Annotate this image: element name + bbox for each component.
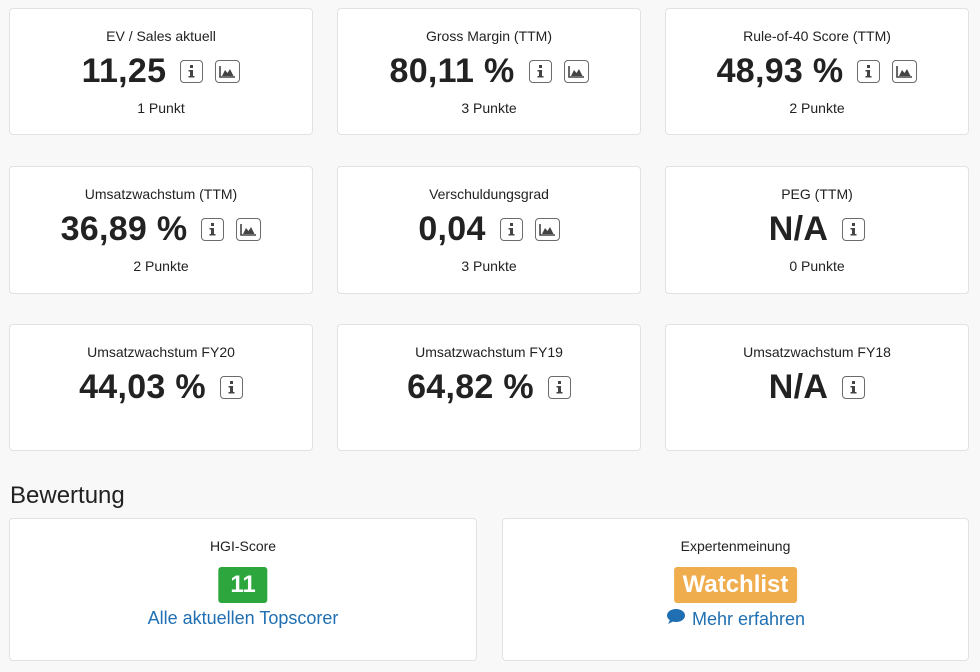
section-title: Bewertung	[10, 482, 125, 509]
expertenmeinung-title: Expertenmeinung	[680, 538, 791, 554]
info-icon[interactable]	[857, 59, 881, 83]
hgi-score-card: HGI-Score 11 Alle aktuellen Topscorer	[9, 518, 477, 661]
info-icon[interactable]	[528, 59, 552, 83]
expertenmeinung-card: Expertenmeinung Watchlist Mehr erfahren	[502, 518, 969, 661]
metric-title: Gross Margin (TTM)	[426, 28, 552, 44]
metric-value: N/A	[768, 209, 829, 248]
metric-points: 1 Punkt	[137, 100, 185, 116]
metric-title: PEG (TTM)	[781, 186, 853, 202]
metric-card-gross-margin: Gross Margin (TTM) 80,11 % 3 Punkte	[337, 8, 641, 135]
metric-card-peg: PEG (TTM) N/A 0 Punkte	[665, 166, 969, 294]
metric-value: 48,93 %	[716, 51, 844, 90]
metric-card-rule-of-40: Rule-of-40 Score (TTM) 48,93 % 2 Punkte	[665, 8, 969, 135]
metric-value: 64,82 %	[407, 367, 534, 406]
info-icon[interactable]	[180, 59, 204, 83]
metric-title: Umsatzwachstum FY18	[743, 344, 891, 360]
mehr-erfahren-link[interactable]: Mehr erfahren	[503, 608, 968, 630]
metric-card-umsatzwachstum-ttm: Umsatzwachstum (TTM) 36,89 % 2 Punkte	[9, 166, 313, 294]
info-icon[interactable]	[219, 375, 243, 399]
metric-points: 2 Punkte	[789, 100, 845, 116]
metric-value: 80,11 %	[389, 51, 515, 90]
metric-title: Rule-of-40 Score (TTM)	[743, 28, 891, 44]
area-chart-icon[interactable]	[215, 59, 241, 83]
area-chart-icon[interactable]	[534, 217, 560, 241]
metric-title: Verschuldungsgrad	[429, 186, 549, 202]
metric-value: N/A	[768, 367, 829, 406]
metric-title: Umsatzwachstum FY20	[87, 344, 235, 360]
mehr-erfahren-label[interactable]: Mehr erfahren	[691, 608, 806, 629]
area-chart-icon[interactable]	[892, 59, 918, 83]
metric-value: 11,25	[81, 51, 167, 90]
metric-value: 44,03 %	[79, 367, 206, 406]
info-icon[interactable]	[499, 217, 523, 241]
area-chart-icon[interactable]	[236, 217, 262, 241]
metric-title: Umsatzwachstum (TTM)	[84, 186, 238, 202]
metric-value: 0,04	[418, 209, 486, 248]
metric-title: Umsatzwachstum FY19	[415, 344, 563, 360]
metric-points: 3 Punkte	[461, 100, 517, 116]
metric-points: 2 Punkte	[133, 258, 189, 274]
metric-card-umsatzwachstum-fy18: Umsatzwachstum FY18 N/A	[665, 324, 969, 451]
info-icon[interactable]	[201, 217, 225, 241]
info-icon[interactable]	[842, 375, 866, 399]
metric-card-ev-sales: EV / Sales aktuell 11,25 1 Punkt	[9, 8, 313, 135]
metric-points: 3 Punkte	[461, 258, 517, 274]
hgi-score-badge: 11	[218, 567, 268, 603]
metric-title: EV / Sales aktuell	[106, 28, 216, 44]
area-chart-icon[interactable]	[563, 59, 589, 83]
metric-card-verschuldungsgrad: Verschuldungsgrad 0,04 3 Punkte	[337, 166, 641, 294]
metric-value: 36,89 %	[60, 209, 188, 248]
metric-card-umsatzwachstum-fy20: Umsatzwachstum FY20 44,03 %	[9, 324, 313, 451]
info-icon[interactable]	[842, 217, 866, 241]
topscorer-link[interactable]: Alle aktuellen Topscorer	[10, 608, 476, 629]
watchlist-badge: Watchlist	[673, 567, 798, 603]
metric-card-umsatzwachstum-fy19: Umsatzwachstum FY19 64,82 %	[337, 324, 641, 451]
hgi-score-title: HGI-Score	[209, 538, 277, 554]
topscorer-link-label[interactable]: Alle aktuellen Topscorer	[147, 608, 339, 628]
info-icon[interactable]	[547, 375, 571, 399]
metric-points: 0 Punkte	[789, 258, 845, 274]
speech-bubble-icon	[666, 608, 686, 630]
